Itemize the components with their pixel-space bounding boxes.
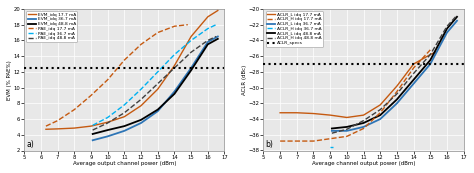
Text: a): a) bbox=[26, 140, 34, 149]
Legend: EVM_idq 17.7 mA, EVM_idq 36.7 mA, EVM_idq 48.8 mA, PAE_idq 17.7 mA, PAE_idq 36.7: EVM_idq 17.7 mA, EVM_idq 36.7 mA, EVM_id… bbox=[27, 11, 77, 42]
Y-axis label: EVM (% PAE%): EVM (% PAE%) bbox=[7, 60, 12, 100]
X-axis label: Average channel output power (dBm): Average channel output power (dBm) bbox=[312, 161, 415, 166]
X-axis label: Average output channel power (dBm): Average output channel power (dBm) bbox=[73, 161, 176, 166]
Y-axis label: ACLR (dBc): ACLR (dBc) bbox=[242, 65, 247, 95]
Legend: ACLR_L idq 17.7 mA, ACLR_H idq 17.7 mA, ACLR_L idq 36.7 mA, ACLR_H idq 36.7 mA, : ACLR_L idq 17.7 mA, ACLR_H idq 17.7 mA, … bbox=[265, 11, 323, 47]
Text: b): b) bbox=[265, 140, 273, 149]
